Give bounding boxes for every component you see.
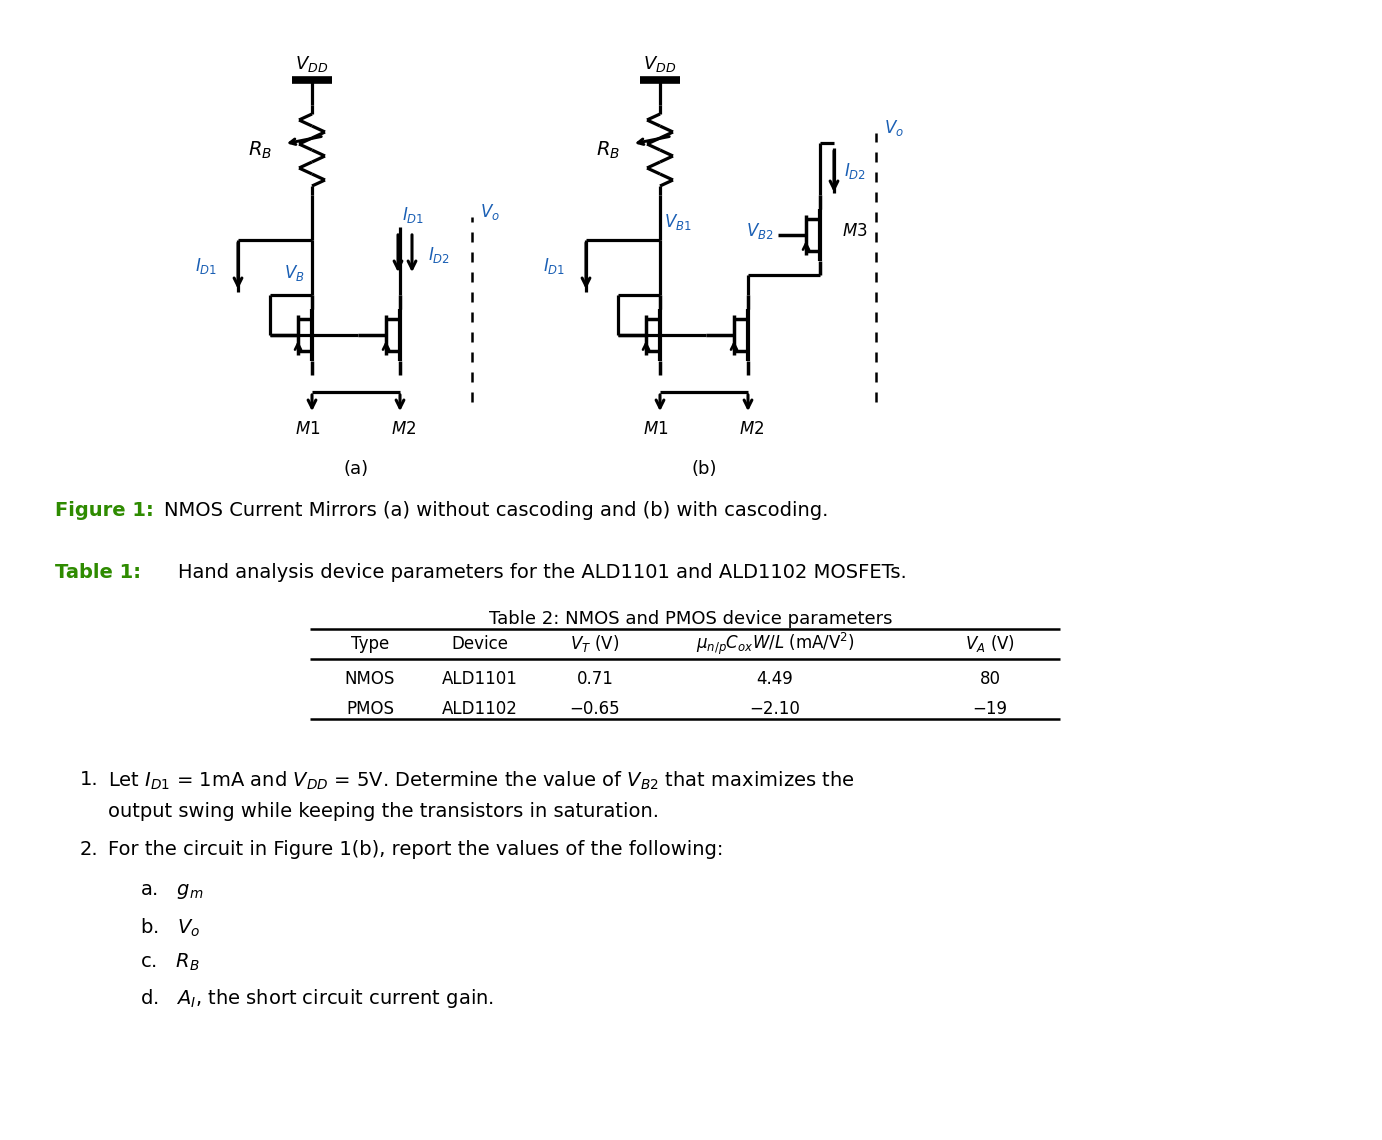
- Text: $M2$: $M2$: [739, 420, 764, 438]
- Text: 80: 80: [980, 670, 1001, 689]
- Text: $M1$: $M1$: [643, 420, 669, 438]
- Text: NMOS Current Mirrors (a) without cascoding and (b) with cascoding.: NMOS Current Mirrors (a) without cascodi…: [164, 500, 828, 520]
- Text: $M3$: $M3$: [842, 222, 868, 241]
- Text: For the circuit in Figure 1(b), report the values of the following:: For the circuit in Figure 1(b), report t…: [108, 840, 723, 860]
- Text: b.   $V_o$: b. $V_o$: [140, 917, 200, 939]
- Text: $V_o$: $V_o$: [480, 202, 500, 222]
- Text: 4.49: 4.49: [756, 670, 793, 689]
- Text: $V_{DD}$: $V_{DD}$: [644, 54, 677, 74]
- Text: a.   $g_m$: a. $g_m$: [140, 882, 203, 901]
- Text: $V_{DD}$: $V_{DD}$: [296, 54, 329, 74]
- Text: $V_o$: $V_o$: [884, 119, 904, 138]
- Text: $I_{D1}$: $I_{D1}$: [195, 256, 217, 276]
- Text: $I_{D1}$: $I_{D1}$: [543, 256, 565, 276]
- Text: ALD1102: ALD1102: [442, 700, 518, 718]
- Text: 2.: 2.: [80, 840, 98, 860]
- Text: d.   $A_I$, the short circuit current gain.: d. $A_I$, the short circuit current gain…: [140, 987, 493, 1010]
- Text: −19: −19: [973, 700, 1007, 718]
- Text: PMOS: PMOS: [346, 700, 394, 718]
- Text: Device: Device: [452, 635, 509, 653]
- Text: 0.71: 0.71: [576, 670, 614, 689]
- Text: −0.65: −0.65: [569, 700, 621, 718]
- Text: $R_B$: $R_B$: [596, 139, 621, 161]
- Text: Table 2: NMOS and PMOS device parameters: Table 2: NMOS and PMOS device parameters: [489, 610, 893, 628]
- Text: c.   $R_B$: c. $R_B$: [140, 952, 199, 974]
- Text: $V_{B1}$: $V_{B1}$: [663, 212, 692, 233]
- Text: $\mu_{n/p}C_{ox}W/L\ \mathrm{(mA/V^2)}$: $\mu_{n/p}C_{ox}W/L\ \mathrm{(mA/V^2)}$: [695, 630, 854, 657]
- Text: NMOS: NMOS: [346, 670, 395, 689]
- Text: $M1$: $M1$: [296, 420, 321, 438]
- Text: output swing while keeping the transistors in saturation.: output swing while keeping the transisto…: [108, 803, 659, 821]
- Text: Table 1:: Table 1:: [55, 562, 141, 581]
- Text: $V_A$ (V): $V_A$ (V): [965, 634, 1014, 654]
- Text: Type: Type: [351, 635, 390, 653]
- Text: −2.10: −2.10: [749, 700, 800, 718]
- Text: $V_B$: $V_B$: [283, 263, 304, 283]
- Text: $I_{D1}$: $I_{D1}$: [402, 205, 424, 225]
- Text: $M2$: $M2$: [391, 420, 416, 438]
- Text: Hand analysis device parameters for the ALD1101 and ALD1102 MOSFETs.: Hand analysis device parameters for the …: [178, 562, 907, 581]
- Text: (a): (a): [344, 461, 369, 478]
- Text: $R_B$: $R_B$: [247, 139, 272, 161]
- Text: $I_{D2}$: $I_{D2}$: [428, 245, 451, 264]
- Text: 1.: 1.: [80, 770, 98, 789]
- Text: (b): (b): [691, 461, 717, 478]
- Text: $V_T$ (V): $V_T$ (V): [571, 634, 619, 654]
- Text: Let $I_{D1}$ = 1mA and $V_{DD}$ = 5V. Determine the value of $V_{B2}$ that maxim: Let $I_{D1}$ = 1mA and $V_{DD}$ = 5V. De…: [108, 770, 854, 792]
- Text: Figure 1:: Figure 1:: [55, 500, 153, 520]
- Text: ALD1101: ALD1101: [442, 670, 518, 689]
- Text: $V_{B2}$: $V_{B2}$: [746, 221, 774, 241]
- Text: $I_{D2}$: $I_{D2}$: [844, 161, 867, 181]
